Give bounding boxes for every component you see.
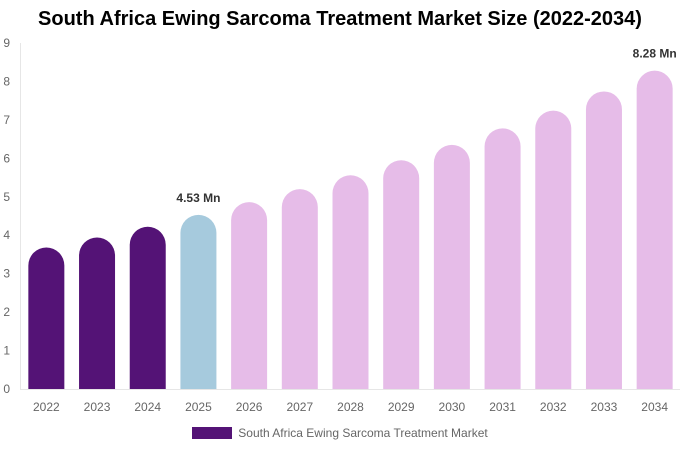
bar-2029 [383, 160, 420, 389]
y-tick-label: 2 [3, 305, 10, 319]
bar-2030 [433, 144, 470, 389]
bar-2022 [28, 247, 65, 389]
x-tick-label: 2033 [591, 400, 618, 414]
bar-2024 [129, 226, 166, 389]
x-tick-label: 2022 [33, 400, 60, 414]
chart-title: South Africa Ewing Sarcoma Treatment Mar… [38, 8, 642, 30]
data-labels: 4.53 Mn 8.28 Mn [176, 47, 676, 205]
data-label-2034: 8.28 Mn [633, 47, 677, 61]
x-tick-label: 2034 [641, 400, 668, 414]
y-tick-label: 4 [3, 228, 10, 242]
y-tick-label: 0 [3, 382, 10, 396]
x-tick-label: 2031 [489, 400, 516, 414]
x-tick-label: 2027 [286, 400, 313, 414]
y-tick-label: 5 [3, 190, 10, 204]
x-tick-label: 2024 [134, 400, 161, 414]
bar-2026 [231, 202, 268, 389]
y-tick-label: 9 [3, 36, 10, 50]
y-tick-label: 3 [3, 267, 10, 281]
bar-2028 [332, 175, 369, 389]
legend: South Africa Ewing Sarcoma Treatment Mar… [0, 425, 680, 440]
y-axis-ticks: 0 1 2 3 4 5 6 7 8 9 [3, 36, 10, 396]
bars [28, 70, 673, 390]
x-tick-label: 2023 [84, 400, 111, 414]
y-tick-label: 8 [3, 74, 10, 88]
y-tick-label: 6 [3, 151, 10, 165]
bar-2034 [636, 70, 673, 390]
bar-2027 [281, 189, 318, 389]
y-tick-label: 7 [3, 113, 10, 127]
x-tick-label: 2026 [236, 400, 263, 414]
bar-2031 [484, 128, 521, 389]
x-tick-label: 2025 [185, 400, 212, 414]
x-tick-label: 2032 [540, 400, 567, 414]
data-label-2025: 4.53 Mn [176, 191, 220, 205]
bar-2025 [180, 214, 217, 389]
bar-2033 [585, 91, 622, 390]
x-tick-label: 2029 [388, 400, 415, 414]
bar-2023 [79, 237, 116, 389]
x-tick-label: 2028 [337, 400, 364, 414]
legend-label: South Africa Ewing Sarcoma Treatment Mar… [238, 425, 488, 440]
y-tick-label: 1 [3, 344, 10, 358]
bar-2032 [535, 110, 572, 389]
legend-swatch [192, 426, 233, 439]
x-axis-ticks: 2022 2023 2024 2025 2026 2027 2028 2029 2030 2031… [33, 400, 668, 414]
x-tick-label: 2030 [439, 400, 466, 414]
